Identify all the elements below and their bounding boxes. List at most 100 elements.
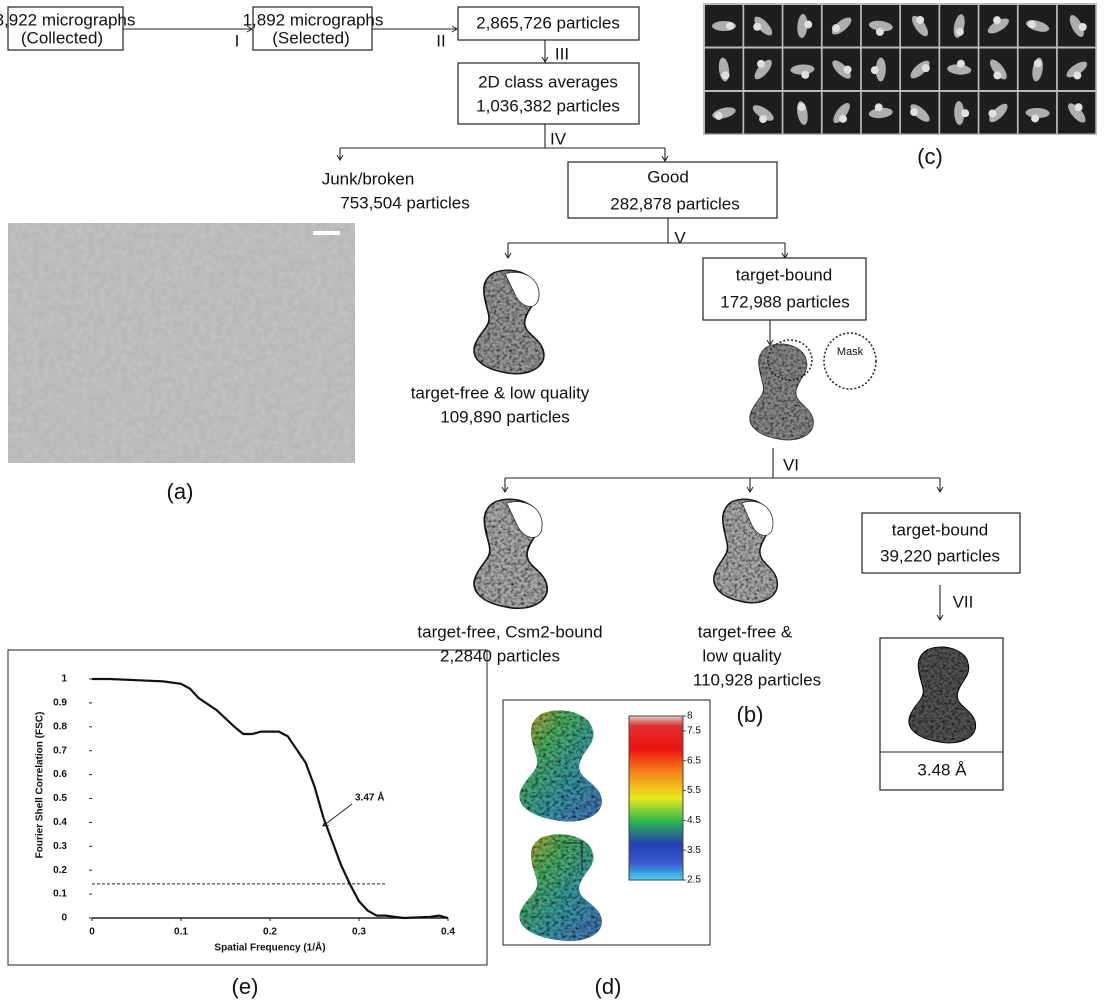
node-text: target-bound xyxy=(736,265,832,284)
node-box xyxy=(457,62,640,125)
class-particle xyxy=(1069,15,1084,37)
class-particle xyxy=(714,111,723,120)
class-particle xyxy=(921,64,930,73)
node-text: 1,892 micrographs xyxy=(243,10,384,29)
class-averages xyxy=(703,3,1097,135)
node-box xyxy=(457,6,640,41)
class-particle xyxy=(1066,61,1088,78)
class-particle xyxy=(726,22,734,30)
mask-label: Mask xyxy=(837,346,864,358)
node-text: (Collected) xyxy=(21,28,103,47)
class-particle xyxy=(1073,71,1082,80)
node-text: 753,504 particles xyxy=(340,193,469,212)
node-text: 3,922 micrographs xyxy=(0,10,135,29)
node-text: 2D class averages xyxy=(478,72,618,91)
y-tick-label: 0.3 xyxy=(53,841,67,852)
class-particle xyxy=(1068,103,1086,123)
node-text: target-bound xyxy=(892,520,988,539)
node-text: 39,220 particles xyxy=(880,546,1000,565)
node-text: target-free, Csm2-bound xyxy=(417,622,602,641)
panel-label: (e) xyxy=(232,974,259,999)
step-label: V xyxy=(674,228,686,247)
color-tick-label: 4.5 xyxy=(687,815,701,826)
fsc-frame xyxy=(7,649,488,966)
class-particle xyxy=(916,16,925,25)
class-particle xyxy=(833,102,850,124)
fsc-curve xyxy=(92,677,449,920)
panel-label: (c) xyxy=(917,144,943,169)
y-axis-label: Fourier Shell Correlation (FSC) xyxy=(35,712,46,859)
x-axis-label: Spatial Frequency (1/Å) xyxy=(214,941,325,954)
node-text: target-free & xyxy=(698,622,793,641)
class-particle xyxy=(993,16,1002,25)
x-tick-label: 0.3 xyxy=(352,927,366,938)
class-particle xyxy=(1033,59,1042,68)
class-particle xyxy=(754,59,772,80)
class-particle xyxy=(832,24,841,33)
class-particle xyxy=(797,103,806,112)
class-particle xyxy=(988,109,997,118)
step-label: VI xyxy=(783,455,799,474)
class-particle xyxy=(832,60,851,79)
node-text: 109,890 particles xyxy=(440,407,569,426)
panel-label: (b) xyxy=(737,702,764,727)
node-text: (Selected) xyxy=(272,28,349,47)
node-text: low quality xyxy=(702,646,782,665)
class-particle xyxy=(1078,23,1087,32)
step-label: I xyxy=(235,31,240,50)
class-particle xyxy=(956,59,965,68)
class-particle xyxy=(990,59,1007,80)
class-particle xyxy=(961,109,970,118)
y-tick-label: 0.1 xyxy=(53,889,67,900)
mask-outline xyxy=(823,332,877,390)
density-map xyxy=(749,343,814,441)
class-particle xyxy=(868,107,893,119)
local-resolution: 8 7.5 6.5 5.5 4.5 3.5 2.5 xyxy=(519,710,701,942)
y-tick-label: 0.7 xyxy=(53,745,67,756)
class-particle xyxy=(756,59,765,68)
class-particle xyxy=(947,64,972,75)
y-tick-label: 0.9 xyxy=(53,698,67,709)
step-label: II xyxy=(436,31,445,50)
resolution-label: 3.48 Å xyxy=(917,760,967,779)
class-particle xyxy=(804,20,813,29)
node-text: Junk/broken xyxy=(322,169,415,188)
panel-label: (d) xyxy=(595,974,622,999)
class-particle xyxy=(875,27,884,36)
node-box xyxy=(7,6,124,51)
y-tick-label: 0.2 xyxy=(53,865,67,876)
class-particle xyxy=(987,18,1010,34)
class-particle xyxy=(797,14,808,38)
class-particle xyxy=(870,66,879,75)
node-text: 2,865,726 particles xyxy=(476,13,620,32)
annotation-arrow xyxy=(322,803,353,827)
class-particle xyxy=(1027,20,1036,29)
density-map xyxy=(519,710,602,822)
density-map xyxy=(473,269,545,375)
bracket xyxy=(562,842,583,870)
node-box xyxy=(861,512,1021,574)
color-tick-label: 7.5 xyxy=(687,726,701,737)
class-particle xyxy=(1025,107,1050,119)
y-tick-label: 0 xyxy=(61,913,67,924)
step-label: III xyxy=(555,44,569,63)
class-particle xyxy=(838,114,847,123)
class-particle xyxy=(1031,114,1040,123)
annotation: 3.47 Å xyxy=(355,791,384,804)
class-particle xyxy=(721,71,730,80)
node-text: target-free & low quality xyxy=(411,383,590,402)
class-particle xyxy=(875,57,886,82)
step-label: IV xyxy=(550,129,567,148)
node-box xyxy=(567,161,778,219)
class-particle xyxy=(1074,103,1083,112)
y-tick-label: 0.5 xyxy=(53,793,67,804)
class-particle xyxy=(954,101,965,125)
node-text: 282,878 particles xyxy=(610,194,739,213)
step-label: VII xyxy=(953,592,974,611)
density-map xyxy=(473,498,548,610)
density-map xyxy=(713,498,779,604)
x-tick-label: 0.4 xyxy=(441,927,455,938)
node-text: 2,2840 particles xyxy=(440,646,560,665)
class-particle xyxy=(868,20,893,32)
y-tick-label: 1 xyxy=(61,674,67,685)
